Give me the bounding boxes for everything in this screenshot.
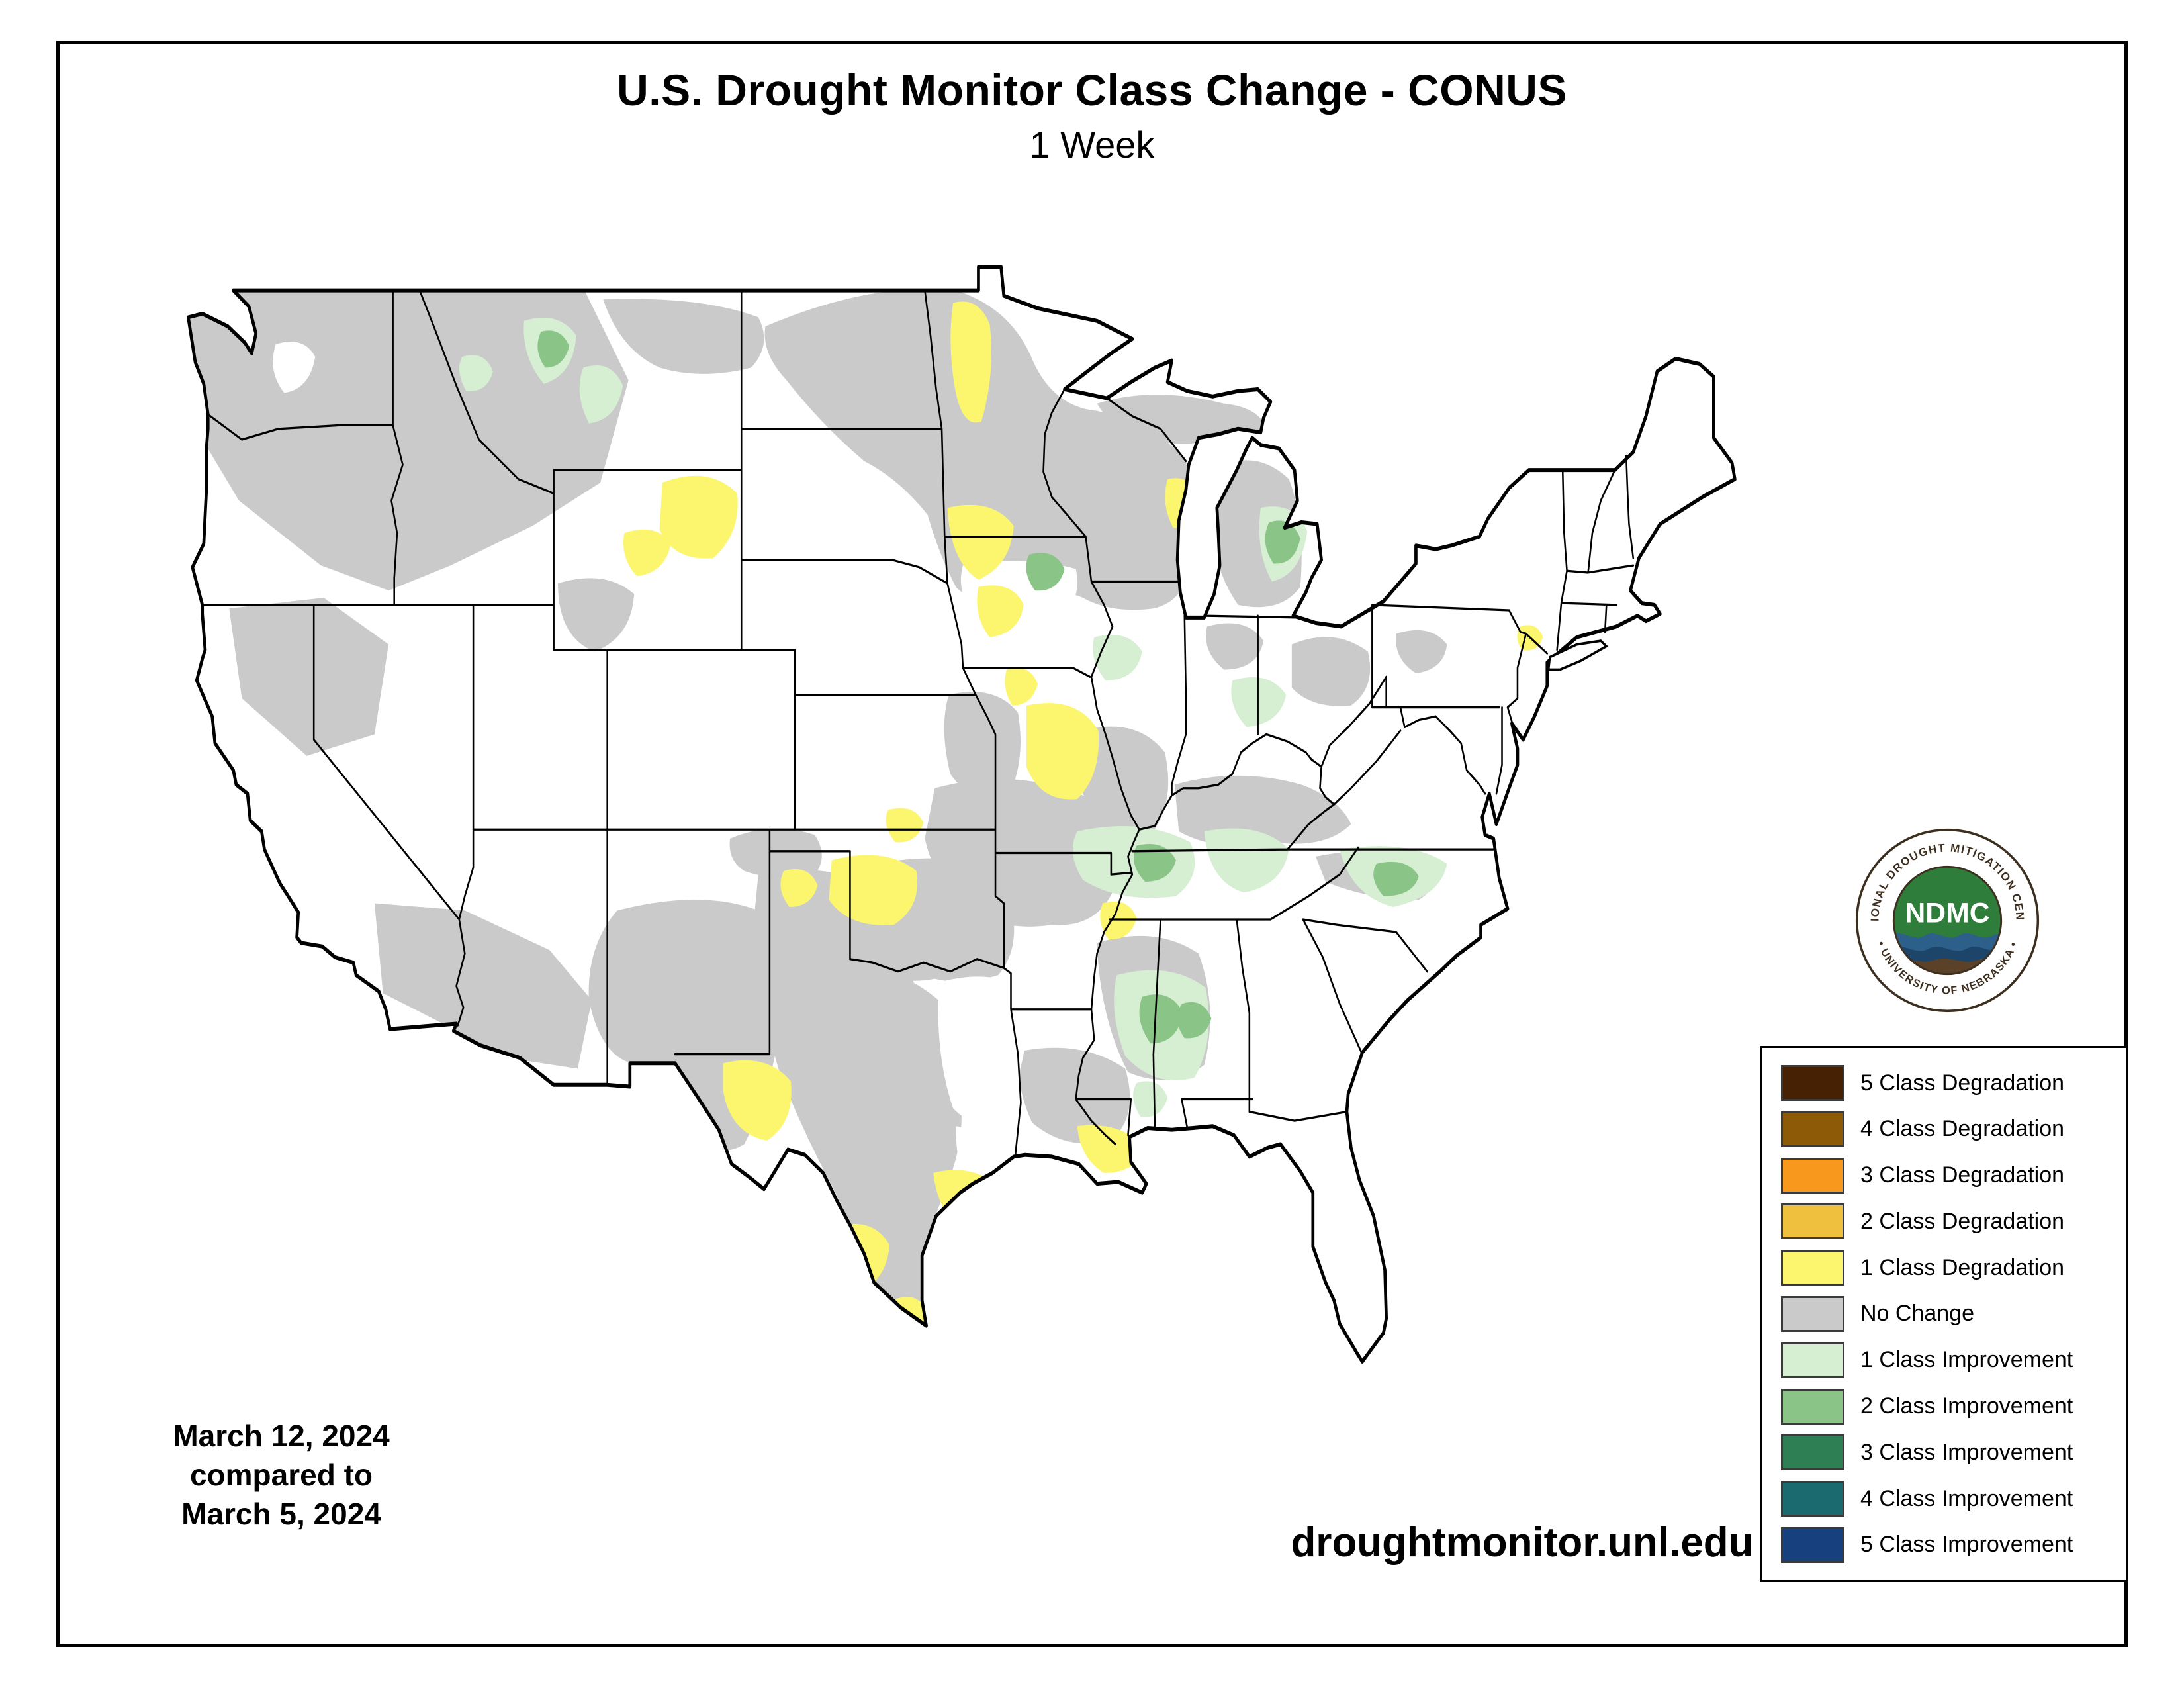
legend-label: 5 Class Improvement <box>1860 1532 2073 1558</box>
droughtmonitor-url: droughtmonitor.unl.edu <box>1291 1520 1754 1566</box>
legend-item: 3 Class Improvement <box>1781 1434 2107 1471</box>
comparison-date: March 5, 2024 <box>181 1496 381 1531</box>
legend-swatch-4-class-improvement <box>1781 1481 1844 1517</box>
legend-label: No Change <box>1860 1301 1975 1327</box>
class-change-legend: 5 Class Degradation 4 Class Degradation … <box>1760 1046 2128 1582</box>
one-class-degradation-regions <box>623 301 1543 1338</box>
map-date: March 12, 2024 <box>173 1419 390 1453</box>
legend-swatch-1-class-improvement <box>1781 1342 1844 1378</box>
date-comparison-note: March 12, 2024 compared to March 5, 2024 <box>136 1417 427 1534</box>
two-class-improvement-regions <box>537 330 1419 1044</box>
legend-item: 5 Class Improvement <box>1781 1526 2107 1563</box>
logo-center-text: NDMC <box>1905 897 1989 929</box>
legend-item: 5 Class Degradation <box>1781 1065 2107 1101</box>
legend-swatch-1-class-degradation <box>1781 1250 1844 1286</box>
legend-label: 2 Class Improvement <box>1860 1393 2073 1419</box>
legend-swatch-5-class-degradation <box>1781 1065 1844 1101</box>
page-subtitle: 1 Week <box>1029 124 1155 165</box>
ndmc-logo-svg: NATIONAL DROUGHT MITIGATION CENTER • UNI… <box>1848 816 2040 1013</box>
conus-class-change-map <box>109 156 1817 1450</box>
legend-label: 5 Class Degradation <box>1860 1070 2065 1096</box>
compared-to-label: compared to <box>189 1457 373 1492</box>
state-borders <box>201 289 1635 1158</box>
page-title: U.S. Drought Monitor Class Change - CONU… <box>617 66 1567 115</box>
long-island <box>1547 639 1609 671</box>
legend-item: No Change <box>1781 1295 2107 1332</box>
legend-item: 4 Class Improvement <box>1781 1481 2107 1517</box>
legend-swatch-2-class-degradation <box>1781 1203 1844 1240</box>
legend-swatch-3-class-degradation <box>1781 1157 1844 1194</box>
legend-swatch-4-class-degradation <box>1781 1111 1844 1147</box>
legend-swatch-3-class-improvement <box>1781 1434 1844 1471</box>
legend-item: 3 Class Degradation <box>1781 1157 2107 1194</box>
legend-label: 3 Class Improvement <box>1860 1439 2073 1465</box>
conus-outline <box>187 265 1737 1364</box>
legend-label: 4 Class Improvement <box>1860 1485 2073 1511</box>
legend-item: 4 Class Degradation <box>1781 1111 2107 1147</box>
legend-swatch-5-class-improvement <box>1781 1526 1844 1563</box>
legend-swatch-2-class-improvement <box>1781 1388 1844 1425</box>
legend-label: 1 Class Improvement <box>1860 1347 2073 1373</box>
legend-item: 1 Class Improvement <box>1781 1342 2107 1378</box>
legend-label: 2 Class Degradation <box>1860 1208 2065 1234</box>
no-change-regions <box>188 267 1447 1323</box>
legend-label: 4 Class Degradation <box>1860 1116 2065 1142</box>
legend-item: 2 Class Degradation <box>1781 1203 2107 1240</box>
legend-label: 3 Class Degradation <box>1860 1162 2065 1188</box>
legend-swatch-no-change <box>1781 1295 1844 1332</box>
outer-border <box>56 41 2128 1647</box>
legend-item: 1 Class Degradation <box>1781 1250 2107 1286</box>
legend-item: 2 Class Improvement <box>1781 1388 2107 1425</box>
us-map-svg <box>187 265 1737 1364</box>
legend-label: 1 Class Degradation <box>1860 1254 2065 1280</box>
ndmc-logo: NATIONAL DROUGHT MITIGATION CENTER • UNI… <box>1848 816 2042 1015</box>
